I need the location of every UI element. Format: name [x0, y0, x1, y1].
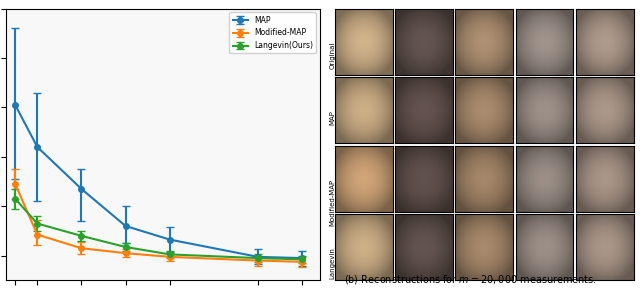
- Y-axis label: Langevin: Langevin: [330, 247, 335, 279]
- Y-axis label: Modified-MAP: Modified-MAP: [330, 179, 335, 226]
- Legend: MAP, Modified-MAP, Langevin(Ours): MAP, Modified-MAP, Langevin(Ours): [230, 12, 316, 53]
- Y-axis label: MAP: MAP: [330, 110, 335, 125]
- Y-axis label: Original: Original: [330, 42, 335, 69]
- Text: (b) Reconstructions for $m = 20,000$ measurements.: (b) Reconstructions for $m = 20,000$ mea…: [344, 273, 597, 286]
